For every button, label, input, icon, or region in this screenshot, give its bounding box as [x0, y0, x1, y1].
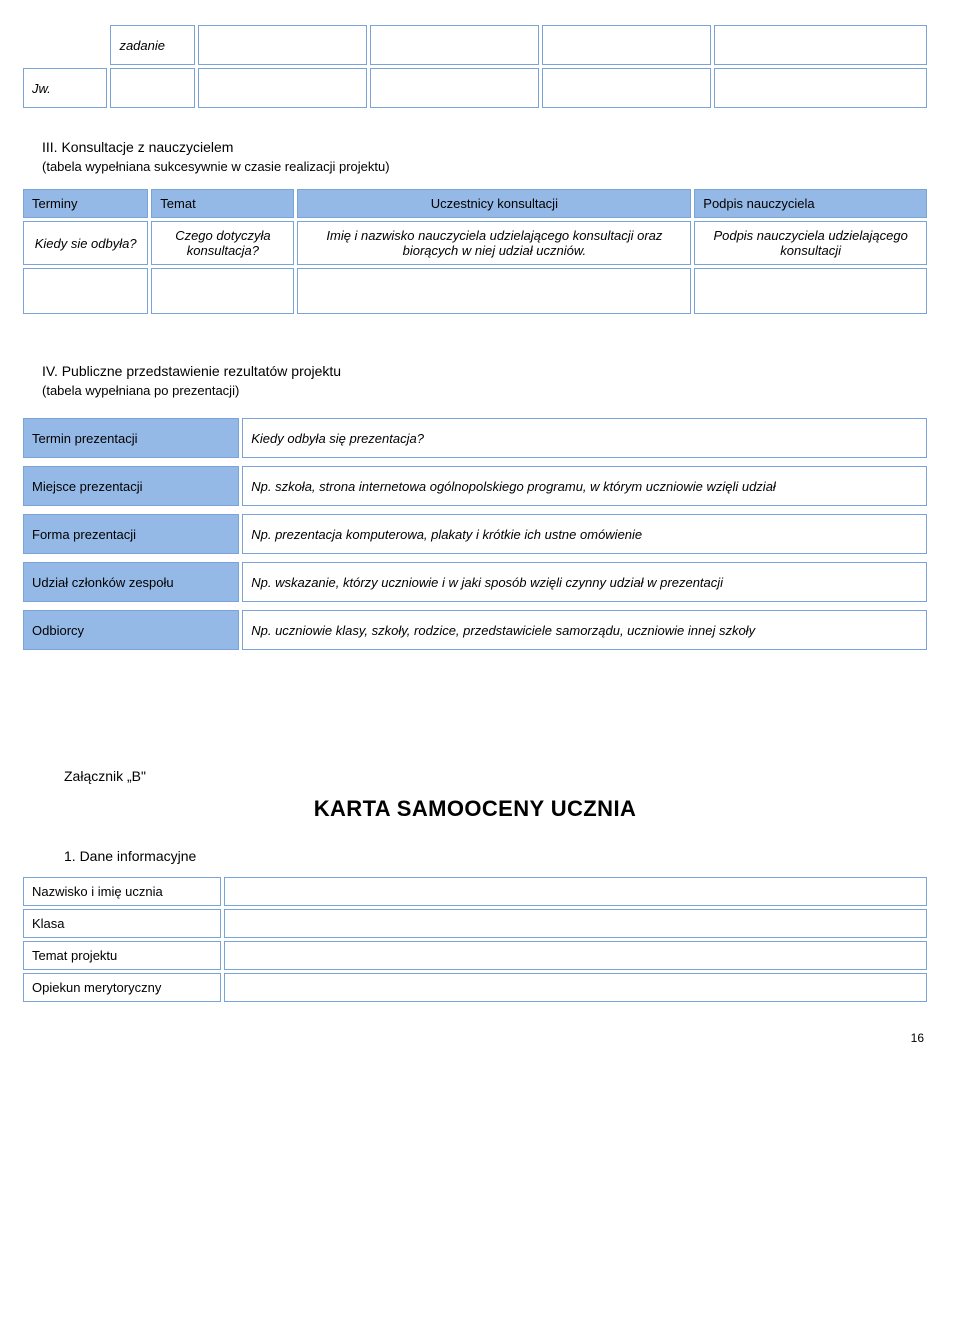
cell-podpis2: Podpis nauczyciela udzielającego konsult… [694, 221, 927, 265]
section4-note: (tabela wypełniana po prezentacji) [20, 383, 930, 398]
value-cell [224, 941, 927, 970]
table-konsultacje: Terminy Temat Uczestnicy konsultacji Pod… [20, 186, 930, 317]
table-row: Forma prezentacji Np. prezentacja komput… [23, 514, 927, 554]
table-row: Kiedy sie odbyła? Czego dotyczyła konsul… [23, 221, 927, 265]
value-cell [224, 877, 927, 906]
empty-cell [542, 25, 711, 65]
table-row: Udział członków zespołu Np. wskazanie, k… [23, 562, 927, 602]
value-forma: Np. prezentacja komputerowa, plakaty i k… [242, 514, 927, 554]
empty-cell [151, 268, 294, 314]
section3-note: (tabela wypełniana sukcesywnie w czasie … [20, 159, 930, 174]
table-row: Temat projektu [23, 941, 927, 970]
label-opiekun: Opiekun merytoryczny [23, 973, 221, 1002]
table-dane: Nazwisko i imię ucznia Klasa Temat proje… [20, 874, 930, 1005]
empty-cell [23, 268, 148, 314]
col-uczestnicy: Uczestnicy konsultacji [297, 189, 691, 218]
table-row: Klasa [23, 909, 927, 938]
value-termin: Kiedy odbyła się prezentacja? [242, 418, 927, 458]
table-row: Odbiorcy Np. uczniowie klasy, szkoły, ro… [23, 610, 927, 650]
empty-cell [370, 25, 539, 65]
table-row: Jw. [23, 68, 927, 108]
value-cell [224, 909, 927, 938]
value-miejsce: Np. szkoła, strona internetowa ogólnopol… [242, 466, 927, 506]
empty-cell [297, 268, 691, 314]
col-podpis: Podpis nauczyciela [694, 189, 927, 218]
empty-cell [370, 68, 539, 108]
table-row: Opiekun merytoryczny [23, 973, 927, 1002]
empty-cell [714, 25, 927, 65]
value-udzial: Np. wskazanie, którzy uczniowie i w jaki… [242, 562, 927, 602]
dane-title: 1. Dane informacyjne [20, 848, 930, 864]
cell-czego: Czego dotyczyła konsultacja? [151, 221, 294, 265]
label-termin: Termin prezentacji [23, 418, 239, 458]
table-row [23, 268, 927, 314]
empty-cell [110, 68, 194, 108]
table-row: Terminy Temat Uczestnicy konsultacji Pod… [23, 189, 927, 218]
label-udzial: Udział członków zespołu [23, 562, 239, 602]
label-forma: Forma prezentacji [23, 514, 239, 554]
empty-cell [198, 68, 367, 108]
label-miejsce: Miejsce prezentacji [23, 466, 239, 506]
empty-cell [542, 68, 711, 108]
table-row: Miejsce prezentacji Np. szkoła, strona i… [23, 466, 927, 506]
cell-imie: Imię i nazwisko nauczyciela udzielająceg… [297, 221, 691, 265]
value-cell [224, 973, 927, 1002]
table-row: Termin prezentacji Kiedy odbyła się prez… [23, 418, 927, 458]
section3-title: III. Konsultacje z nauczycielem [20, 139, 930, 155]
appendix-label: Załącznik „B" [20, 768, 930, 784]
cell-jw: Jw. [23, 68, 107, 108]
cell-zadanie: zadanie [110, 25, 194, 65]
page-number: 16 [20, 1031, 930, 1045]
value-odbiorcy: Np. uczniowie klasy, szkoły, rodzice, pr… [242, 610, 927, 650]
karta-title: KARTA SAMOOCENY UCZNIA [20, 796, 930, 822]
section4-title: IV. Publiczne przedstawienie rezultatów … [20, 363, 930, 379]
label-temat: Temat projektu [23, 941, 221, 970]
table-prezentacja: Termin prezentacji Kiedy odbyła się prez… [20, 410, 930, 658]
cell-kiedy: Kiedy sie odbyła? [23, 221, 148, 265]
empty-cell [694, 268, 927, 314]
empty-cell [198, 25, 367, 65]
table-row: zadanie [23, 25, 927, 65]
label-nazwisko: Nazwisko i imię ucznia [23, 877, 221, 906]
empty-cell [714, 68, 927, 108]
col-terminy: Terminy [23, 189, 148, 218]
table-task-top: zadanie Jw. [20, 22, 930, 111]
empty-cell [23, 25, 107, 65]
label-odbiorcy: Odbiorcy [23, 610, 239, 650]
label-klasa: Klasa [23, 909, 221, 938]
table-row: Nazwisko i imię ucznia [23, 877, 927, 906]
col-temat: Temat [151, 189, 294, 218]
